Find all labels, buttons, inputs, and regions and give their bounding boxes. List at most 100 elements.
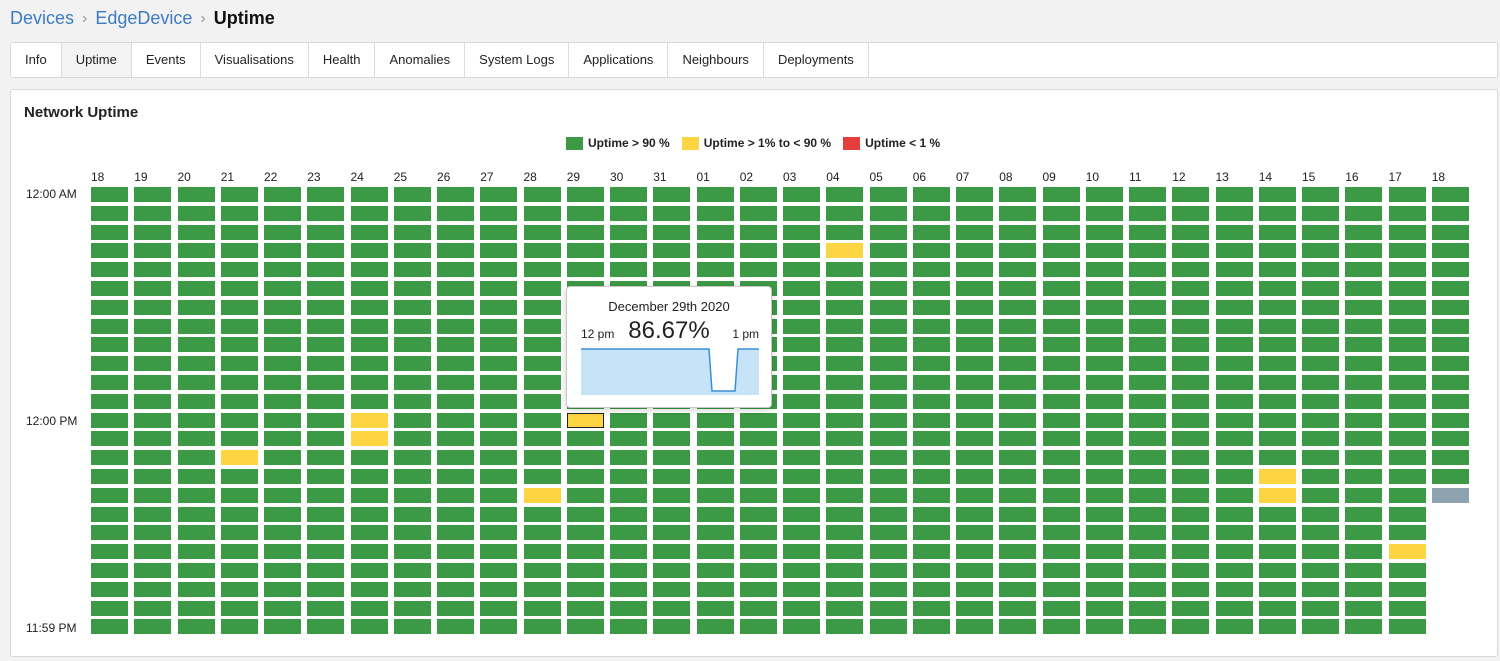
heatmap-cell[interactable]: [1388, 299, 1426, 315]
heatmap-cell[interactable]: [1302, 318, 1339, 334]
heatmap-cell[interactable]: [1042, 337, 1080, 353]
heatmap-cell[interactable]: [91, 356, 128, 372]
heatmap-cell[interactable]: [1258, 393, 1296, 409]
heatmap-cell[interactable]: [91, 299, 128, 315]
heatmap-cell[interactable]: [1345, 506, 1383, 522]
heatmap-cell[interactable]: [1302, 469, 1339, 484]
heatmap-cell[interactable]: [264, 337, 301, 353]
heatmap-cell[interactable]: [1129, 506, 1166, 522]
heatmap-cell[interactable]: [393, 619, 431, 635]
heatmap-cell[interactable]: [480, 375, 518, 390]
heatmap-cell[interactable]: [220, 318, 258, 334]
heatmap-cell[interactable]: [1085, 262, 1123, 278]
heatmap-cell[interactable]: [826, 544, 864, 560]
heatmap-cell[interactable]: [1172, 450, 1210, 466]
heatmap-cell[interactable]: [869, 544, 907, 560]
heatmap-cell[interactable]: [956, 356, 993, 372]
heatmap-cell[interactable]: [350, 281, 388, 296]
heatmap-cell[interactable]: [1302, 356, 1339, 372]
heatmap-cell[interactable]: [1431, 469, 1469, 484]
heatmap-cell[interactable]: [696, 243, 734, 259]
heatmap-cell[interactable]: [999, 581, 1037, 597]
heatmap-cell[interactable]: [1388, 187, 1426, 202]
heatmap-cell[interactable]: [350, 506, 388, 522]
heatmap-cell[interactable]: [1172, 299, 1210, 315]
heatmap-cell[interactable]: [1388, 469, 1426, 484]
heatmap-cell[interactable]: [869, 337, 907, 353]
heatmap-cell[interactable]: [91, 544, 128, 560]
heatmap-cell[interactable]: [1085, 356, 1123, 372]
heatmap-cell[interactable]: [1431, 224, 1469, 240]
heatmap-cell[interactable]: [91, 262, 128, 278]
heatmap-cell[interactable]: [437, 243, 474, 259]
heatmap-cell[interactable]: [393, 600, 431, 616]
heatmap-cell[interactable]: [523, 187, 561, 202]
heatmap-cell[interactable]: [177, 525, 215, 541]
heatmap-cell[interactable]: [134, 469, 172, 484]
heatmap-cell[interactable]: [1085, 224, 1123, 240]
heatmap-cell[interactable]: [134, 600, 172, 616]
heatmap-cell[interactable]: [653, 450, 691, 466]
heatmap-cell[interactable]: [480, 525, 518, 541]
heatmap-cell[interactable]: [91, 224, 128, 240]
heatmap-cell[interactable]: [134, 544, 172, 560]
heatmap-cell[interactable]: [1345, 205, 1383, 221]
heatmap-cell[interactable]: [1258, 243, 1296, 259]
heatmap-cell[interactable]: [1345, 337, 1383, 353]
heatmap-cell[interactable]: [264, 281, 301, 296]
heatmap-cell[interactable]: [739, 487, 777, 503]
heatmap-cell[interactable]: [393, 281, 431, 296]
heatmap-cell[interactable]: [480, 318, 518, 334]
heatmap-cell[interactable]: [1302, 525, 1339, 541]
heatmap-cell[interactable]: [869, 224, 907, 240]
heatmap-cell[interactable]: [739, 205, 777, 221]
heatmap-cell[interactable]: [1085, 375, 1123, 390]
heatmap-cell[interactable]: [1258, 412, 1296, 428]
heatmap-cell[interactable]: [1172, 412, 1210, 428]
heatmap-cell[interactable]: [350, 431, 388, 447]
heatmap-cell[interactable]: [177, 581, 215, 597]
heatmap-cell[interactable]: [1129, 600, 1166, 616]
heatmap-cell[interactable]: [826, 299, 864, 315]
heatmap-cell[interactable]: [1085, 487, 1123, 503]
heatmap-cell[interactable]: [826, 262, 864, 278]
heatmap-cell[interactable]: [393, 450, 431, 466]
heatmap-cell[interactable]: [999, 205, 1037, 221]
heatmap-cell[interactable]: [783, 600, 820, 616]
heatmap-cell[interactable]: [1215, 487, 1253, 503]
heatmap-cell[interactable]: [610, 243, 647, 259]
heatmap-cell[interactable]: [869, 205, 907, 221]
heatmap-cell[interactable]: [739, 224, 777, 240]
heatmap-cell[interactable]: [783, 205, 820, 221]
heatmap-cell[interactable]: [826, 224, 864, 240]
heatmap-cell[interactable]: [1172, 487, 1210, 503]
heatmap-cell[interactable]: [956, 262, 993, 278]
heatmap-cell[interactable]: [1042, 525, 1080, 541]
heatmap-cell[interactable]: [869, 281, 907, 296]
heatmap-cell[interactable]: [1345, 393, 1383, 409]
tab-neighbours[interactable]: Neighbours: [668, 43, 764, 77]
heatmap-cell[interactable]: [956, 525, 993, 541]
heatmap-cell[interactable]: [480, 281, 518, 296]
heatmap-cell[interactable]: [393, 337, 431, 353]
heatmap-cell[interactable]: [220, 412, 258, 428]
tab-deployments[interactable]: Deployments: [764, 43, 869, 77]
heatmap-cell[interactable]: [307, 506, 345, 522]
heatmap-cell[interactable]: [912, 243, 950, 259]
heatmap-cell[interactable]: [999, 318, 1037, 334]
heatmap-cell[interactable]: [480, 393, 518, 409]
heatmap-cell[interactable]: [696, 205, 734, 221]
heatmap-cell[interactable]: [956, 337, 993, 353]
heatmap-cell[interactable]: [177, 544, 215, 560]
heatmap-cell[interactable]: [393, 243, 431, 259]
heatmap-cell[interactable]: [307, 281, 345, 296]
heatmap-cell[interactable]: [1172, 393, 1210, 409]
heatmap-cell[interactable]: [350, 544, 388, 560]
heatmap-cell[interactable]: [1042, 375, 1080, 390]
heatmap-cell[interactable]: [1302, 412, 1339, 428]
heatmap-cell[interactable]: [1431, 243, 1469, 259]
heatmap-cell[interactable]: [437, 431, 474, 447]
heatmap-cell[interactable]: [956, 318, 993, 334]
heatmap-cell[interactable]: [437, 224, 474, 240]
heatmap-cell[interactable]: [1129, 337, 1166, 353]
